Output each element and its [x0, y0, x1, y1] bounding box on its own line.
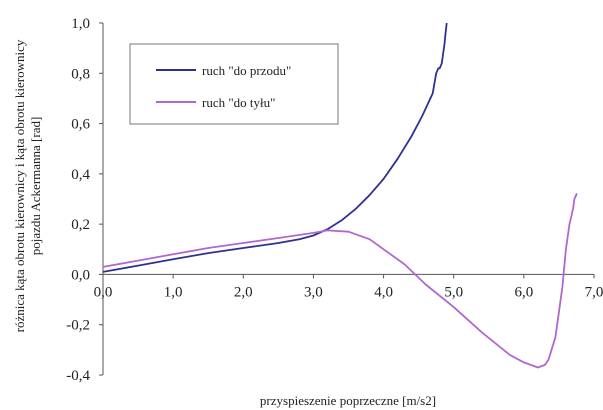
y-tick-label: 0,0: [71, 267, 90, 283]
x-axis-title: przyspieszenie poprzeczne [m/s2]: [260, 393, 436, 408]
x-tick-label: 1,0: [164, 284, 183, 300]
y-tick-label: 0,8: [71, 66, 90, 82]
y-axis-title-line: różnica kąta obrotu kierownicy i kąta ob…: [12, 39, 27, 332]
legend-box: [129, 43, 339, 125]
x-axis-ticks: 0,0 1,0 2,0 3,0 4,0 5,0 6,0 7,0: [94, 274, 603, 300]
axes: [102, 23, 594, 375]
x-tick-label: 4,0: [374, 284, 393, 300]
series-lines: [102, 22, 578, 369]
y-axis-ticks: 1,0 0,8 0,6 0,4 0,2 0,0 -0,2 -0,4: [66, 16, 103, 384]
y-tick-label: 0,6: [71, 117, 90, 133]
y-tick-label: 1,0: [71, 16, 90, 32]
y-axis-title-line: pojazdu Ackermanna [rad]: [28, 117, 43, 256]
y-tick-label: 0,2: [71, 217, 90, 233]
x-tick-label: 3,0: [304, 284, 323, 300]
legend-label-2: ruch "do tyłu": [202, 95, 275, 110]
x-tick-label: 0,0: [94, 284, 113, 300]
x-tick-label: 2,0: [234, 284, 253, 300]
x-tick-label: 6,0: [514, 284, 533, 300]
y-axis-title: różnica kąta obrotu kierownicy i kąta ob…: [12, 39, 43, 332]
legend-label-1: ruch "do przodu": [202, 63, 291, 78]
series-line-1: [102, 22, 448, 273]
x-tick-label: 7,0: [585, 284, 603, 300]
y-tick-label: -0,4: [66, 368, 90, 384]
y-tick-label: -0,2: [66, 318, 90, 334]
x-tick-label: 5,0: [444, 284, 463, 300]
series-line-2: [102, 193, 578, 369]
y-tick-label: 0,4: [71, 167, 90, 183]
legend: ruch "do przodu" ruch "do tyłu": [129, 43, 339, 125]
